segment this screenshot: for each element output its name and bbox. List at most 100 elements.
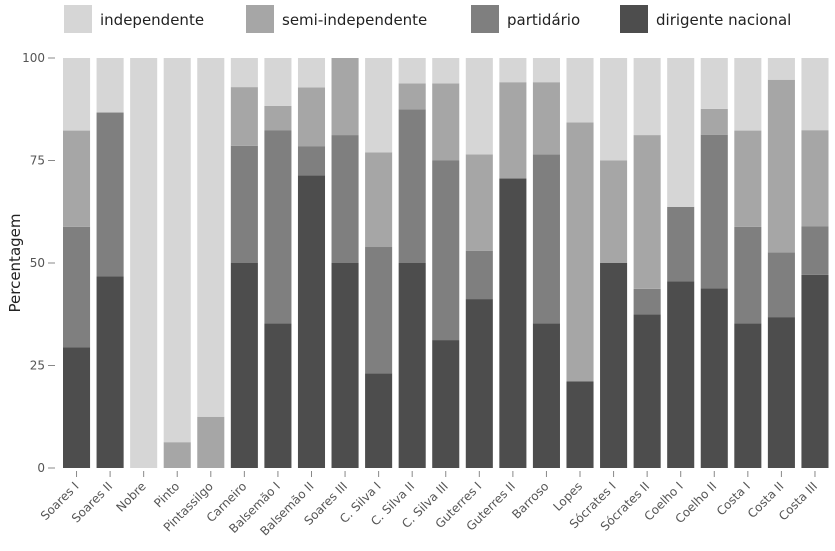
bar-segment <box>96 112 124 277</box>
bar-segment <box>734 130 762 227</box>
bar-segment <box>767 317 795 468</box>
bar-segment <box>700 288 728 468</box>
bar-segment <box>331 58 359 136</box>
x-tick-label: Nobre <box>113 479 148 514</box>
y-axis-title: Percentagem <box>6 214 24 313</box>
bar-segment <box>801 130 829 227</box>
legend: independente semi-independente partidário d… <box>64 5 791 33</box>
x-tick-label: Barroso <box>509 479 551 521</box>
bar-segment <box>297 58 326 88</box>
bar-segment <box>230 58 258 88</box>
bar-segment <box>264 105 292 131</box>
legend-swatch <box>471 5 499 33</box>
bar-segment <box>566 381 594 468</box>
bar-segment <box>734 226 762 324</box>
bar-segment <box>297 87 326 147</box>
legend-swatch <box>620 5 648 33</box>
bar-segment <box>767 252 795 318</box>
y-tick-label: 50 <box>30 256 45 270</box>
bar-segment <box>264 323 292 468</box>
bar-segment <box>633 288 661 315</box>
y-tick-label: 0 <box>37 461 45 475</box>
bar-segment <box>600 263 628 468</box>
bar-segment <box>264 58 292 106</box>
legend-label: dirigente nacional <box>656 11 791 29</box>
bar-segment <box>532 323 560 468</box>
bar-segment <box>197 416 225 468</box>
bar-segment <box>230 87 258 146</box>
bar-segment <box>398 263 426 468</box>
bar-segment <box>700 108 728 135</box>
legend-label: semi-independente <box>282 11 427 29</box>
bar-segment <box>532 154 560 324</box>
bar-segment <box>667 281 695 468</box>
legend-swatch <box>246 5 274 33</box>
bar-segment <box>532 82 560 155</box>
legend-label: independente <box>100 11 204 29</box>
bar-segment <box>230 145 258 263</box>
bar-segment <box>465 250 493 300</box>
bar-segment <box>365 58 393 153</box>
bar-segment <box>398 83 426 110</box>
bar-segment <box>767 79 795 253</box>
bar-segment <box>801 274 829 468</box>
bar-segment <box>633 58 661 136</box>
bar-segment <box>465 154 493 251</box>
bar-segment <box>499 178 527 469</box>
bar-segment <box>465 58 493 155</box>
x-tick-label: Pinto <box>151 479 182 510</box>
bar-segment <box>432 58 460 84</box>
bar-segment <box>96 58 124 113</box>
bar-segment <box>600 160 628 263</box>
bar-segment <box>63 130 91 227</box>
bar-segment <box>365 373 393 468</box>
bar-segment <box>465 299 493 468</box>
bar-segment <box>566 122 594 382</box>
bar-segment <box>667 58 695 207</box>
bar-segment <box>801 226 829 275</box>
bars <box>63 58 829 469</box>
legend-swatch <box>64 5 92 33</box>
bar-segment <box>801 58 829 131</box>
y-axis: 0 25 50 75 100 <box>22 51 55 475</box>
y-tick-label: 75 <box>30 154 45 168</box>
bar-segment <box>365 247 393 374</box>
legend-label: partidário <box>507 11 580 29</box>
bar-segment <box>331 263 359 468</box>
bar-segment <box>130 58 158 468</box>
bar-segment <box>499 58 527 83</box>
bar-segment <box>667 206 695 282</box>
y-tick-label: 100 <box>22 51 45 65</box>
bar-segment <box>700 58 728 109</box>
bar-segment <box>499 82 527 179</box>
bar-segment <box>633 314 661 468</box>
bar-segment <box>398 109 426 263</box>
bar-segment <box>734 323 762 468</box>
bar-segment <box>566 58 594 123</box>
bar-segment <box>432 83 460 161</box>
bar-segment <box>96 276 124 468</box>
bar-segment <box>197 58 225 417</box>
bar-segment <box>264 130 292 324</box>
bar-segment <box>230 263 258 468</box>
bar-segment <box>398 58 426 84</box>
bar-segment <box>163 58 191 443</box>
bar-segment <box>63 58 91 131</box>
bar-segment <box>63 347 91 468</box>
bar-segment <box>163 442 191 468</box>
bar-segment <box>63 226 91 348</box>
bar-segment <box>432 340 460 468</box>
bar-segment <box>365 152 393 248</box>
bar-segment <box>432 160 460 341</box>
bar-segment <box>297 175 326 468</box>
bar-segment <box>532 58 560 83</box>
bar-segment <box>600 58 628 161</box>
bar-segment <box>767 58 795 80</box>
bar-segment <box>297 146 326 176</box>
bar-segment <box>331 135 359 263</box>
bar-segment <box>633 135 661 289</box>
bar-segment <box>700 134 728 289</box>
bar-segment <box>734 58 762 131</box>
